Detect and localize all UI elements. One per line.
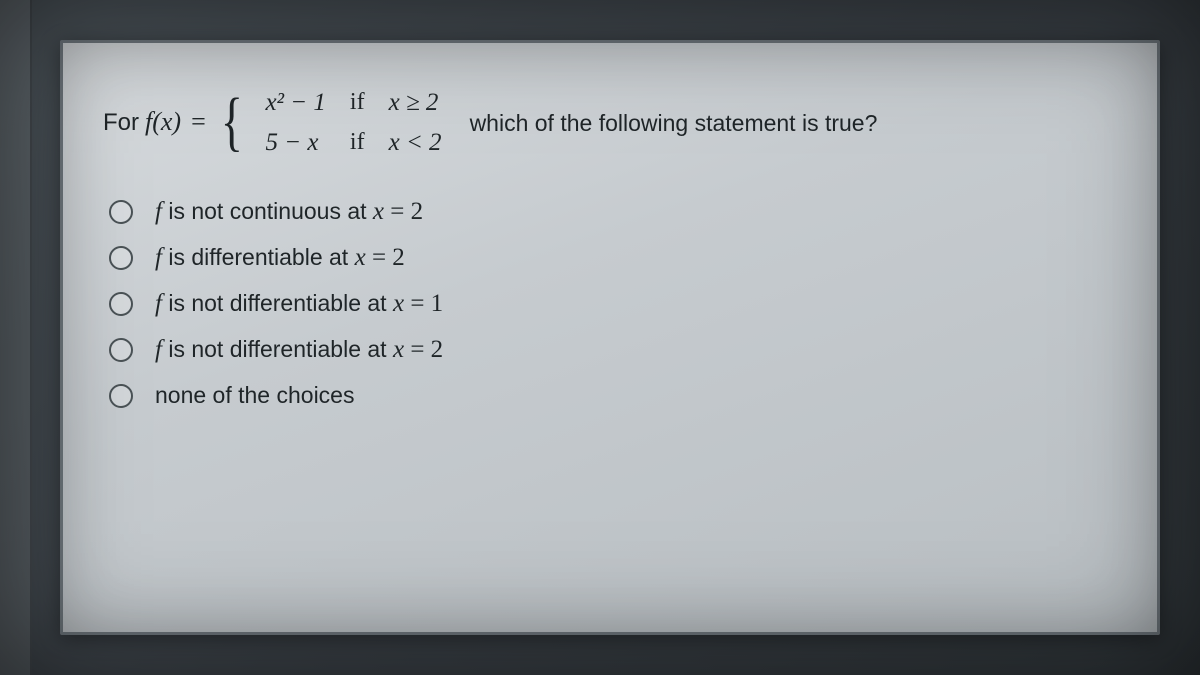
piece-row-1: x² − 1 if x ≥ 2 [253,83,453,123]
for-label: For [103,106,139,140]
option-c-mid: is not differentiable at [162,290,393,316]
option-d-mid: is not differentiable at [162,336,393,362]
option-d-func: f [155,336,162,363]
question-stem: For f(x) = { x² − 1 if x ≥ 2 5 − x if x … [103,83,1117,162]
option-a-eq: = 2 [384,198,423,225]
left-brace-icon: { [221,96,243,149]
option-a[interactable]: f is not continuous at x = 2 [109,198,1117,226]
piece-2-expr: 5 − x [265,129,318,156]
option-a-text: f is not continuous at x = 2 [155,198,423,226]
piece-1-cond: x ≥ 2 [389,89,439,116]
function-name: f(x) [145,104,181,140]
option-a-mid: is not continuous at [162,198,373,224]
option-b-eq: = 2 [366,244,405,271]
piece-2-cond: x < 2 [389,129,442,156]
option-d-eq: = 2 [404,336,443,363]
piece-1-if: if [338,83,377,123]
piece-row-2: 5 − x if x < 2 [253,123,453,163]
screenshot-outer: For f(x) = { x² − 1 if x ≥ 2 5 − x if x … [0,0,1200,675]
option-e-text: none of the choices [155,382,354,409]
option-c[interactable]: f is not differentiable at x = 1 [109,290,1117,318]
option-e[interactable]: none of the choices [109,382,1117,409]
radio-icon[interactable] [109,246,133,270]
radio-icon[interactable] [109,292,133,316]
option-b-text: f is differentiable at x = 2 [155,244,405,272]
option-a-func: f [155,198,162,225]
radio-icon[interactable] [109,200,133,224]
option-c-var: x [393,290,404,317]
option-c-eq: = 1 [404,290,443,317]
option-b-mid: is differentiable at [162,244,355,270]
equals-sign: = [191,104,206,140]
option-d-text: f is not differentiable at x = 2 [155,336,443,364]
option-a-var: x [373,198,384,225]
option-b-func: f [155,244,162,271]
question-panel: For f(x) = { x² − 1 if x ≥ 2 5 − x if x … [60,40,1160,635]
options-group: f is not continuous at x = 2 f is differ… [103,198,1117,409]
question-tail: which of the following statement is true… [470,107,878,139]
piecewise-table: x² − 1 if x ≥ 2 5 − x if x < 2 [253,83,453,162]
option-e-mid: none of the choices [155,382,354,408]
radio-icon[interactable] [109,338,133,362]
window-edge-stub [0,0,32,675]
piecewise-definition: { x² − 1 if x ≥ 2 5 − x if x < 2 [216,83,454,162]
option-b[interactable]: f is differentiable at x = 2 [109,244,1117,272]
option-c-func: f [155,290,162,317]
option-d[interactable]: f is not differentiable at x = 2 [109,336,1117,364]
option-b-var: x [355,244,366,271]
piece-1-expr: x² − 1 [265,89,325,116]
radio-icon[interactable] [109,384,133,408]
option-d-var: x [393,336,404,363]
piece-2-if: if [338,123,377,163]
option-c-text: f is not differentiable at x = 1 [155,290,443,318]
